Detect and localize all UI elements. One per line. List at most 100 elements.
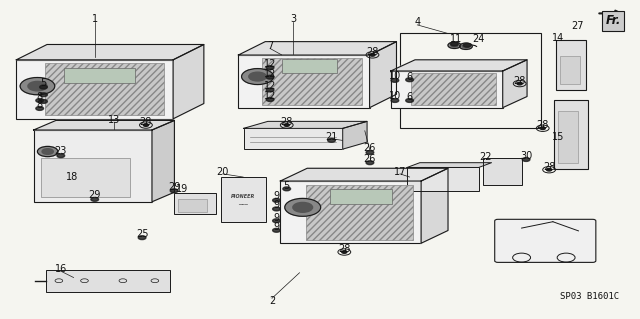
Text: 24: 24 bbox=[472, 34, 485, 44]
Bar bbox=[330, 189, 392, 204]
Circle shape bbox=[342, 251, 347, 253]
Text: 12: 12 bbox=[264, 91, 276, 101]
Text: 14: 14 bbox=[552, 33, 564, 43]
Text: 19: 19 bbox=[176, 184, 189, 194]
Text: 29: 29 bbox=[168, 182, 180, 192]
Text: 11: 11 bbox=[450, 34, 463, 44]
Bar bbox=[239, 55, 370, 108]
Circle shape bbox=[285, 198, 321, 216]
Polygon shape bbox=[239, 42, 397, 55]
Circle shape bbox=[406, 99, 413, 102]
Text: 10: 10 bbox=[388, 71, 401, 81]
Bar bbox=[262, 58, 362, 105]
Text: 7: 7 bbox=[267, 41, 273, 51]
Circle shape bbox=[36, 107, 44, 110]
Text: 9: 9 bbox=[273, 191, 280, 201]
Circle shape bbox=[266, 98, 274, 101]
Text: 23: 23 bbox=[54, 145, 67, 156]
Text: 9: 9 bbox=[273, 212, 280, 223]
Circle shape bbox=[273, 228, 280, 232]
Bar bbox=[244, 129, 343, 149]
Text: SP03 B1601C: SP03 B1601C bbox=[561, 293, 620, 301]
Polygon shape bbox=[33, 120, 174, 130]
Text: 12: 12 bbox=[264, 69, 276, 79]
Polygon shape bbox=[503, 60, 527, 108]
Text: 4: 4 bbox=[414, 17, 420, 27]
Polygon shape bbox=[421, 168, 448, 243]
Circle shape bbox=[249, 72, 266, 81]
Text: 30: 30 bbox=[520, 151, 532, 161]
Circle shape bbox=[391, 78, 399, 82]
Text: 20: 20 bbox=[216, 167, 229, 177]
Circle shape bbox=[366, 151, 374, 154]
Circle shape bbox=[266, 88, 274, 92]
Bar bbox=[41, 158, 130, 197]
Bar bbox=[280, 181, 421, 243]
Text: 28: 28 bbox=[140, 117, 152, 127]
Text: 5: 5 bbox=[284, 181, 290, 191]
Text: 12: 12 bbox=[264, 59, 276, 69]
FancyBboxPatch shape bbox=[495, 219, 596, 262]
Circle shape bbox=[448, 42, 461, 48]
Bar bbox=[178, 199, 207, 212]
Circle shape bbox=[266, 75, 274, 79]
Circle shape bbox=[20, 78, 55, 95]
Text: 22: 22 bbox=[479, 152, 492, 162]
Circle shape bbox=[547, 168, 552, 171]
Circle shape bbox=[241, 69, 274, 85]
Circle shape bbox=[284, 124, 289, 126]
Circle shape bbox=[170, 189, 178, 193]
Circle shape bbox=[522, 158, 530, 161]
Polygon shape bbox=[280, 168, 448, 181]
Bar bbox=[16, 60, 173, 119]
Circle shape bbox=[460, 43, 472, 49]
Text: 28: 28 bbox=[536, 120, 549, 130]
Circle shape bbox=[143, 124, 148, 126]
Polygon shape bbox=[173, 44, 204, 119]
Bar bbox=[390, 71, 502, 108]
Circle shape bbox=[273, 198, 280, 202]
Polygon shape bbox=[152, 120, 174, 202]
Circle shape bbox=[138, 236, 146, 240]
Text: 13: 13 bbox=[108, 115, 120, 125]
Circle shape bbox=[283, 187, 291, 191]
Text: 1: 1 bbox=[92, 14, 98, 24]
Bar bbox=[46, 270, 170, 292]
Circle shape bbox=[40, 85, 47, 89]
Polygon shape bbox=[370, 42, 397, 108]
Bar bbox=[282, 59, 337, 73]
Bar bbox=[306, 185, 413, 240]
Circle shape bbox=[57, 154, 65, 158]
Text: 6: 6 bbox=[406, 92, 413, 102]
Text: 28: 28 bbox=[280, 117, 293, 127]
Bar bbox=[411, 73, 496, 106]
Bar bbox=[483, 158, 522, 185]
Circle shape bbox=[517, 82, 522, 85]
Text: 3: 3 bbox=[290, 14, 296, 24]
Text: 9: 9 bbox=[273, 200, 280, 210]
Circle shape bbox=[406, 78, 413, 82]
Circle shape bbox=[273, 207, 280, 211]
Bar bbox=[554, 100, 588, 169]
Circle shape bbox=[366, 161, 374, 165]
Text: 8: 8 bbox=[36, 92, 43, 102]
Text: 15: 15 bbox=[552, 131, 564, 142]
Text: 2: 2 bbox=[269, 296, 275, 307]
Circle shape bbox=[40, 100, 47, 103]
Text: 28: 28 bbox=[543, 161, 556, 172]
Text: PIONEER: PIONEER bbox=[231, 194, 255, 199]
Text: 6: 6 bbox=[406, 71, 413, 82]
Text: 8: 8 bbox=[36, 100, 43, 110]
Bar bbox=[33, 130, 152, 202]
Polygon shape bbox=[16, 44, 204, 60]
Polygon shape bbox=[390, 60, 527, 71]
Text: 12: 12 bbox=[264, 81, 276, 91]
Text: 25: 25 bbox=[136, 228, 148, 239]
Text: 26: 26 bbox=[364, 143, 376, 153]
Bar bbox=[407, 167, 479, 191]
Bar bbox=[556, 40, 586, 90]
Text: 18: 18 bbox=[65, 172, 78, 182]
Polygon shape bbox=[343, 122, 367, 149]
Circle shape bbox=[40, 93, 47, 97]
Text: 9: 9 bbox=[273, 222, 280, 232]
